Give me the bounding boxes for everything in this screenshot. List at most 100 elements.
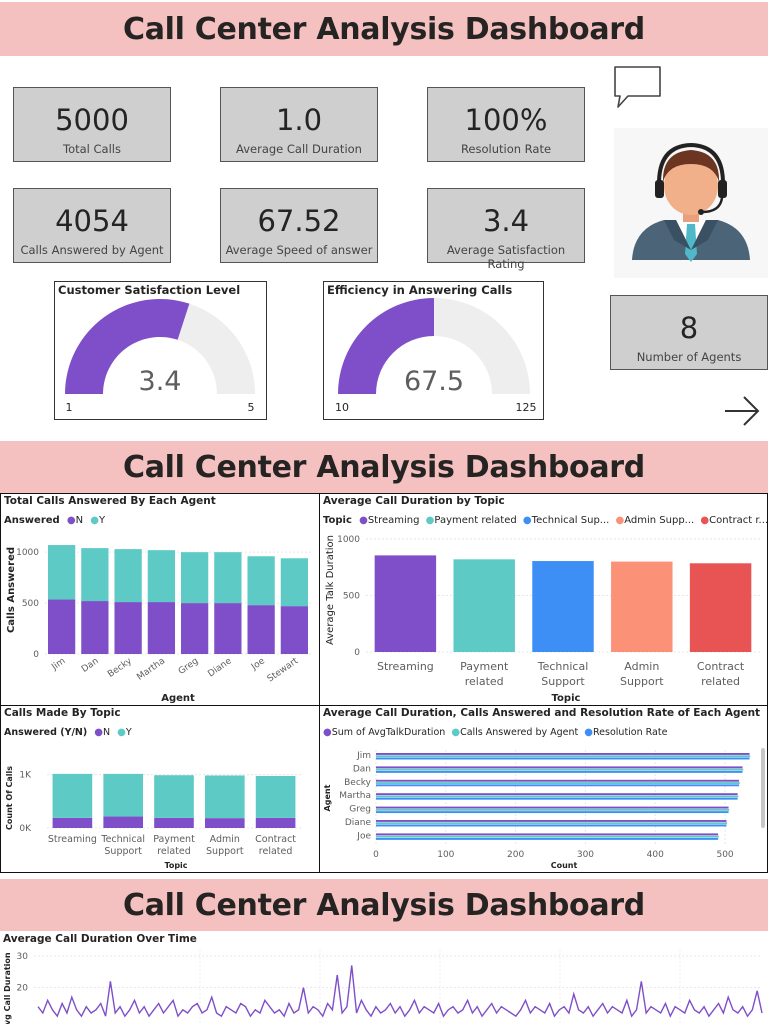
x-tick-label: Streaming [48,834,97,845]
chart-agent-metrics[interactable]: Average Call Duration, Calls Answered an… [319,705,768,873]
y-tick-label: 1000 [337,535,360,545]
kpi-value: 3.4 [482,204,530,238]
bar [376,806,729,809]
gauge-value: 3.4 [139,366,182,397]
bar-segment-y [52,773,93,818]
bar-segment-n [103,816,144,828]
chart-title: Calls Made By Topic [4,707,121,719]
bar [376,835,719,838]
legend-item: Technical Sup... [531,515,610,526]
bar [376,797,738,800]
dashboard-title: Call Center Analysis Dashboard [123,887,645,923]
chart-calls-by-topic[interactable]: Calls Made By Topic Answered (Y/N) ●N ●Y… [0,705,320,873]
chart-svg: 0 500 1000 Jim Dan Becky Martha Greg Diane JoeSte… [6,545,311,704]
gauge-value: 67.5 [404,366,464,397]
chart-title: Average Call Duration, Calls Answered an… [323,707,761,719]
x-tick-label: Payment [153,834,195,845]
y-tick-label: 0 [33,650,39,660]
arrow-right-icon[interactable] [722,392,762,430]
kpi-average-satisfaction[interactable]: 3.4 Average Satisfaction Rating [427,188,585,271]
scrollbar-thumb [761,748,765,828]
legend-title: Topic [323,515,352,526]
chart-legend: Answered (Y/N) ●N ●Y [4,727,132,738]
chart-title: Total Calls Answered By Each Agent [4,495,216,507]
bar-segment-n [255,817,296,828]
kpi-average-speed-of-answer[interactable]: 67.52 Average Speed of answer [220,188,378,263]
legend-item: Admin Supp... [624,515,695,526]
gauge-customer-satisfaction[interactable]: Customer Satisfaction Level 3.4 1 5 [54,281,267,420]
y-tick-label: 1000 [16,548,39,558]
bar-segment-y [103,773,144,817]
kpi-label: Resolution Rate [460,142,552,156]
x-tick-label: Becky [106,656,134,680]
bar [376,766,743,769]
bar-segment-n [214,603,242,654]
x-axis-label: Topic [552,693,581,704]
x-tick-label: related [701,675,740,688]
y-tick-label: Jim [356,751,371,761]
bar-segment-y [147,550,176,603]
legend-dot-icon: ● [66,515,76,526]
bar [376,824,727,827]
y-axis-label: Average Talk Duration [325,535,336,645]
bar-segment-n [52,817,93,828]
chart-calls-by-agent[interactable]: Total Calls Answered By Each Agent Answe… [0,493,320,706]
bar-segment-y [247,556,275,606]
legend-dot-icon: ● [90,515,100,526]
bar-segment-y [255,776,296,818]
bar [376,795,739,798]
kpi-average-call-duration[interactable]: 1.0 Average Call Duration [220,87,378,162]
gauge-min-label: 10 [335,401,349,414]
headset-agent-avatar [614,128,768,278]
x-tick-label: Support [620,675,664,688]
kpi-number-of-agents[interactable]: 8 Number of Agents [610,295,768,370]
bar-segment-n [204,818,245,828]
y-tick-label: Greg [349,805,371,815]
x-tick-label: Stewart [266,656,301,684]
x-tick-label: related [259,846,293,857]
legend-item: Sum of AvgTalkDuration [331,727,446,738]
kpi-calls-answered[interactable]: 4054 Calls Answered by Agent [13,188,171,263]
y-axis-label: Count Of Calls [5,766,14,830]
kpi-value: 8 [679,311,699,345]
legend-item: Contract r... [709,515,768,526]
x-tick-label: 300 [577,850,594,860]
y-axis-label: Calls Answered [6,547,17,633]
legend-dot-icon: ● [522,515,532,526]
x-axis-label: Topic [164,861,187,870]
bar-segment-y [204,775,245,819]
legend-dot-icon: ● [451,727,461,738]
bar [374,555,437,652]
chart-duration-over-time[interactable]: Average Call Duration Over Time 20 30 Avg … [0,931,768,1024]
kpi-resolution-rate[interactable]: 100% Resolution Rate [427,87,585,162]
y-tick-label: 500 [22,599,39,609]
x-tick-label: Diane [206,656,234,679]
bar-segment-y [280,558,309,607]
x-tick-label: Jim [49,656,67,673]
bar [453,559,515,652]
legend-item: Y [125,727,132,738]
chart-svg: 0 500 1000 Streaming Payment related Technical… [325,535,760,704]
gauge-title: Customer Satisfaction Level [58,283,241,297]
chart-duration-by-topic[interactable]: Average Call Duration by Topic Topic ●St… [319,493,768,706]
x-tick-label: Admin [210,834,240,845]
y-tick-label: Dan [353,764,371,774]
x-tick-label: Greg [177,656,201,677]
kpi-total-calls[interactable]: 5000 Total Calls [13,87,171,162]
gauge-fill [338,298,434,394]
gauge-min-label: 1 [66,401,73,414]
x-tick-label: Payment [460,660,509,673]
gauge-max-label: 125 [516,401,537,414]
y-tick-label: 1K [19,771,32,781]
bar [376,753,750,755]
x-tick-label: Dan [80,656,101,675]
legend-dot-icon: ● [584,727,593,738]
x-tick-label: related [157,846,191,857]
gauge-efficiency[interactable]: Efficiency in Answering Calls 67.5 10 125 [323,281,544,420]
kpi-label: Average Satisfaction Rating [446,243,566,271]
bar [376,837,719,840]
x-tick-label: Martha [135,656,167,682]
legend-item: Y [99,515,106,526]
bar [376,822,728,825]
